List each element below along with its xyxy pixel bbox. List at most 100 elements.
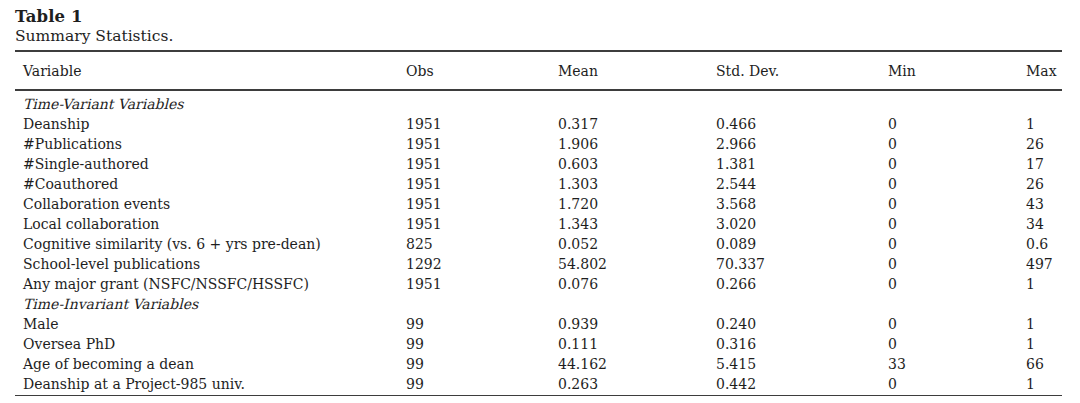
cell-obs: 99 xyxy=(406,354,558,374)
table-label: Table 1 xyxy=(15,7,1062,27)
cell-variable: #Publications xyxy=(15,134,406,154)
column-header-variable: Variable xyxy=(15,61,406,81)
cell-obs: 1951 xyxy=(406,214,558,234)
cell-std: 0.442 xyxy=(716,374,888,394)
cell-variable: Cognitive similarity (vs. 6 + yrs pre-de… xyxy=(15,234,406,254)
cell-max: 43 xyxy=(1026,194,1062,214)
cell-max xyxy=(1026,294,1062,314)
cell-mean: 0.317 xyxy=(558,114,716,134)
cell-min: 0 xyxy=(888,334,1026,354)
cell-min: 0 xyxy=(888,314,1026,334)
cell-std: 70.337 xyxy=(716,254,888,274)
table-row: #Single-authored19510.6031.381017 xyxy=(15,154,1062,174)
cell-max: 17 xyxy=(1026,154,1062,174)
cell-obs: 99 xyxy=(406,314,558,334)
cell-obs: 1951 xyxy=(406,134,558,154)
cell-max: 1 xyxy=(1026,334,1062,354)
cell-min: 0 xyxy=(888,174,1026,194)
cell-variable: #Coauthored xyxy=(15,174,406,194)
cell-mean: 0.052 xyxy=(558,234,716,254)
cell-variable: Time-Invariant Variables xyxy=(15,294,406,314)
cell-min: 33 xyxy=(888,354,1026,374)
cell-mean: 54.802 xyxy=(558,254,716,274)
cell-std xyxy=(716,94,888,114)
paper-page: Table 1 Summary Statistics. VariableObsM… xyxy=(0,0,1080,396)
cell-mean: 0.939 xyxy=(558,314,716,334)
cell-min: 0 xyxy=(888,374,1026,394)
cell-variable: Oversea PhD xyxy=(15,334,406,354)
cell-max: 66 xyxy=(1026,354,1062,374)
cell-mean xyxy=(558,294,716,314)
cell-obs: 1951 xyxy=(406,274,558,294)
cell-min: 0 xyxy=(888,214,1026,234)
cell-variable: Deanship xyxy=(15,114,406,134)
column-header-mean: Mean xyxy=(558,61,716,81)
bottom-rule xyxy=(15,395,1062,396)
section-row: Time-Variant Variables xyxy=(15,94,1062,114)
cell-min xyxy=(888,94,1026,114)
cell-mean: 1.303 xyxy=(558,174,716,194)
cell-mean: 1.906 xyxy=(558,134,716,154)
cell-min: 0 xyxy=(888,254,1026,274)
cell-variable: School-level publications xyxy=(15,254,406,274)
cell-std: 0.316 xyxy=(716,334,888,354)
table-body: Time-Variant VariablesDeanship19510.3170… xyxy=(15,91,1062,395)
table-row: School-level publications129254.80270.33… xyxy=(15,254,1062,274)
cell-obs: 1951 xyxy=(406,114,558,134)
cell-variable: Local collaboration xyxy=(15,214,406,234)
cell-mean xyxy=(558,94,716,114)
cell-std: 2.544 xyxy=(716,174,888,194)
cell-std: 0.266 xyxy=(716,274,888,294)
cell-max xyxy=(1026,94,1062,114)
cell-std: 1.381 xyxy=(716,154,888,174)
cell-mean: 0.076 xyxy=(558,274,716,294)
cell-obs: 1951 xyxy=(406,174,558,194)
cell-max: 0.6 xyxy=(1026,234,1062,254)
cell-std: 3.568 xyxy=(716,194,888,214)
column-header-std-dev: Std. Dev. xyxy=(716,61,888,81)
table-row: Male990.9390.24001 xyxy=(15,314,1062,334)
cell-min: 0 xyxy=(888,154,1026,174)
cell-max: 1 xyxy=(1026,374,1062,394)
cell-std: 2.966 xyxy=(716,134,888,154)
cell-max: 34 xyxy=(1026,214,1062,234)
table-row: Local collaboration19511.3433.020034 xyxy=(15,214,1062,234)
section-row: Time-Invariant Variables xyxy=(15,294,1062,314)
cell-obs: 825 xyxy=(406,234,558,254)
cell-obs: 1951 xyxy=(406,154,558,174)
cell-std: 5.415 xyxy=(716,354,888,374)
table-row: Age of becoming a dean9944.1625.4153366 xyxy=(15,354,1062,374)
table-row: Any major grant (NSFC/NSSFC/HSSFC)19510.… xyxy=(15,274,1062,294)
table-row: Collaboration events19511.7203.568043 xyxy=(15,194,1062,214)
cell-obs: 1292 xyxy=(406,254,558,274)
cell-std: 0.466 xyxy=(716,114,888,134)
cell-min: 0 xyxy=(888,274,1026,294)
column-header-obs: Obs xyxy=(406,61,558,81)
cell-min xyxy=(888,294,1026,314)
cell-max: 1 xyxy=(1026,314,1062,334)
cell-variable: #Single-authored xyxy=(15,154,406,174)
table-row: #Publications19511.9062.966026 xyxy=(15,134,1062,154)
cell-mean: 0.603 xyxy=(558,154,716,174)
cell-mean: 1.343 xyxy=(558,214,716,234)
cell-std xyxy=(716,294,888,314)
table-caption: Summary Statistics. xyxy=(15,27,1062,46)
cell-min: 0 xyxy=(888,134,1026,154)
column-header-min: Min xyxy=(888,61,1026,81)
cell-max: 497 xyxy=(1026,254,1062,274)
header-row: VariableObsMeanStd. Dev.MinMax xyxy=(15,52,1062,89)
summary-statistics-table: Table 1 Summary Statistics. VariableObsM… xyxy=(15,7,1062,396)
cell-variable: Male xyxy=(15,314,406,334)
column-header-max: Max xyxy=(1026,61,1062,81)
cell-obs xyxy=(406,94,558,114)
cell-mean: 1.720 xyxy=(558,194,716,214)
cell-max: 26 xyxy=(1026,174,1062,194)
cell-variable: Deanship at a Project-985 univ. xyxy=(15,374,406,394)
cell-std: 0.089 xyxy=(716,234,888,254)
cell-min: 0 xyxy=(888,114,1026,134)
cell-obs: 1951 xyxy=(406,194,558,214)
cell-max: 1 xyxy=(1026,114,1062,134)
table-row: Deanship at a Project-985 univ.990.2630.… xyxy=(15,374,1062,394)
table-row: Deanship19510.3170.46601 xyxy=(15,114,1062,134)
cell-std: 0.240 xyxy=(716,314,888,334)
